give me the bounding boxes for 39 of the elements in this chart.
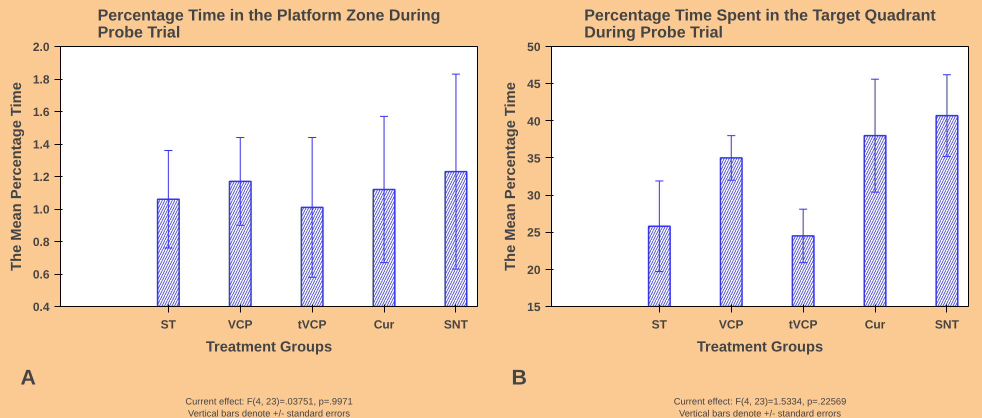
text: A [20, 366, 36, 390]
x-tick-label: tVCP [788, 318, 818, 332]
y-tick-label: 1.8 [32, 72, 50, 86]
y-tick-label: 30 [527, 188, 541, 203]
x-tick-label: SNT [934, 318, 960, 332]
y-tick-label: 1.0 [32, 202, 50, 216]
text: Current effect: F(4, 23)=.03751, p=.9971 [185, 396, 353, 406]
y-axis-title: The Mean Percentage Time [8, 82, 25, 271]
y-tick-label: 1.6 [32, 105, 50, 119]
y-tick-label: 40 [527, 114, 541, 128]
y-tick-label: 1.4 [32, 138, 50, 152]
y-tick-label: 1.2 [32, 170, 50, 184]
y-tick-label: 0.6 [32, 268, 50, 282]
y-tick-label: 35 [527, 151, 541, 166]
y-tick-label: 25 [527, 226, 541, 240]
y-tick-label: 15 [527, 300, 541, 314]
y-tick-label: 2.0 [32, 40, 50, 54]
x-tick-label: VCP [228, 318, 253, 332]
text: Vertical bars denote +/- standard errors [678, 408, 842, 418]
text: Vertical bars denote +/- standard errors [188, 408, 350, 418]
x-tick-label: VCP [718, 318, 744, 332]
x-tick-label: ST [652, 318, 668, 332]
chart-title: Percentage Time Spent in the Target Quadrant During Probe Trial [584, 8, 936, 42]
x-tick-label: ST [160, 318, 177, 332]
x-tick-label: Cur [374, 318, 395, 332]
y-tick-label: 20 [527, 262, 541, 277]
text: Current effect: F(4, 23)=1.5334, p=.22569 [674, 396, 846, 406]
x-tick-label: SNT [444, 318, 469, 332]
chart-title: Percentage Time in the Platform Zone During Probe Trial [98, 8, 440, 42]
x-axis-title: Treatment Groups [696, 340, 824, 356]
text: B [512, 366, 527, 390]
x-tick-label: tVCP [298, 318, 326, 332]
x-tick-label: Cur [864, 318, 886, 332]
y-axis-title: The Mean Percentage Time [503, 82, 520, 271]
y-tick-label: 0.8 [32, 235, 50, 249]
y-tick-label: 45 [527, 77, 541, 92]
y-tick-label: 0.4 [32, 300, 50, 314]
y-tick-label: 50 [527, 40, 541, 54]
x-axis-title: Treatment Groups [206, 340, 332, 356]
